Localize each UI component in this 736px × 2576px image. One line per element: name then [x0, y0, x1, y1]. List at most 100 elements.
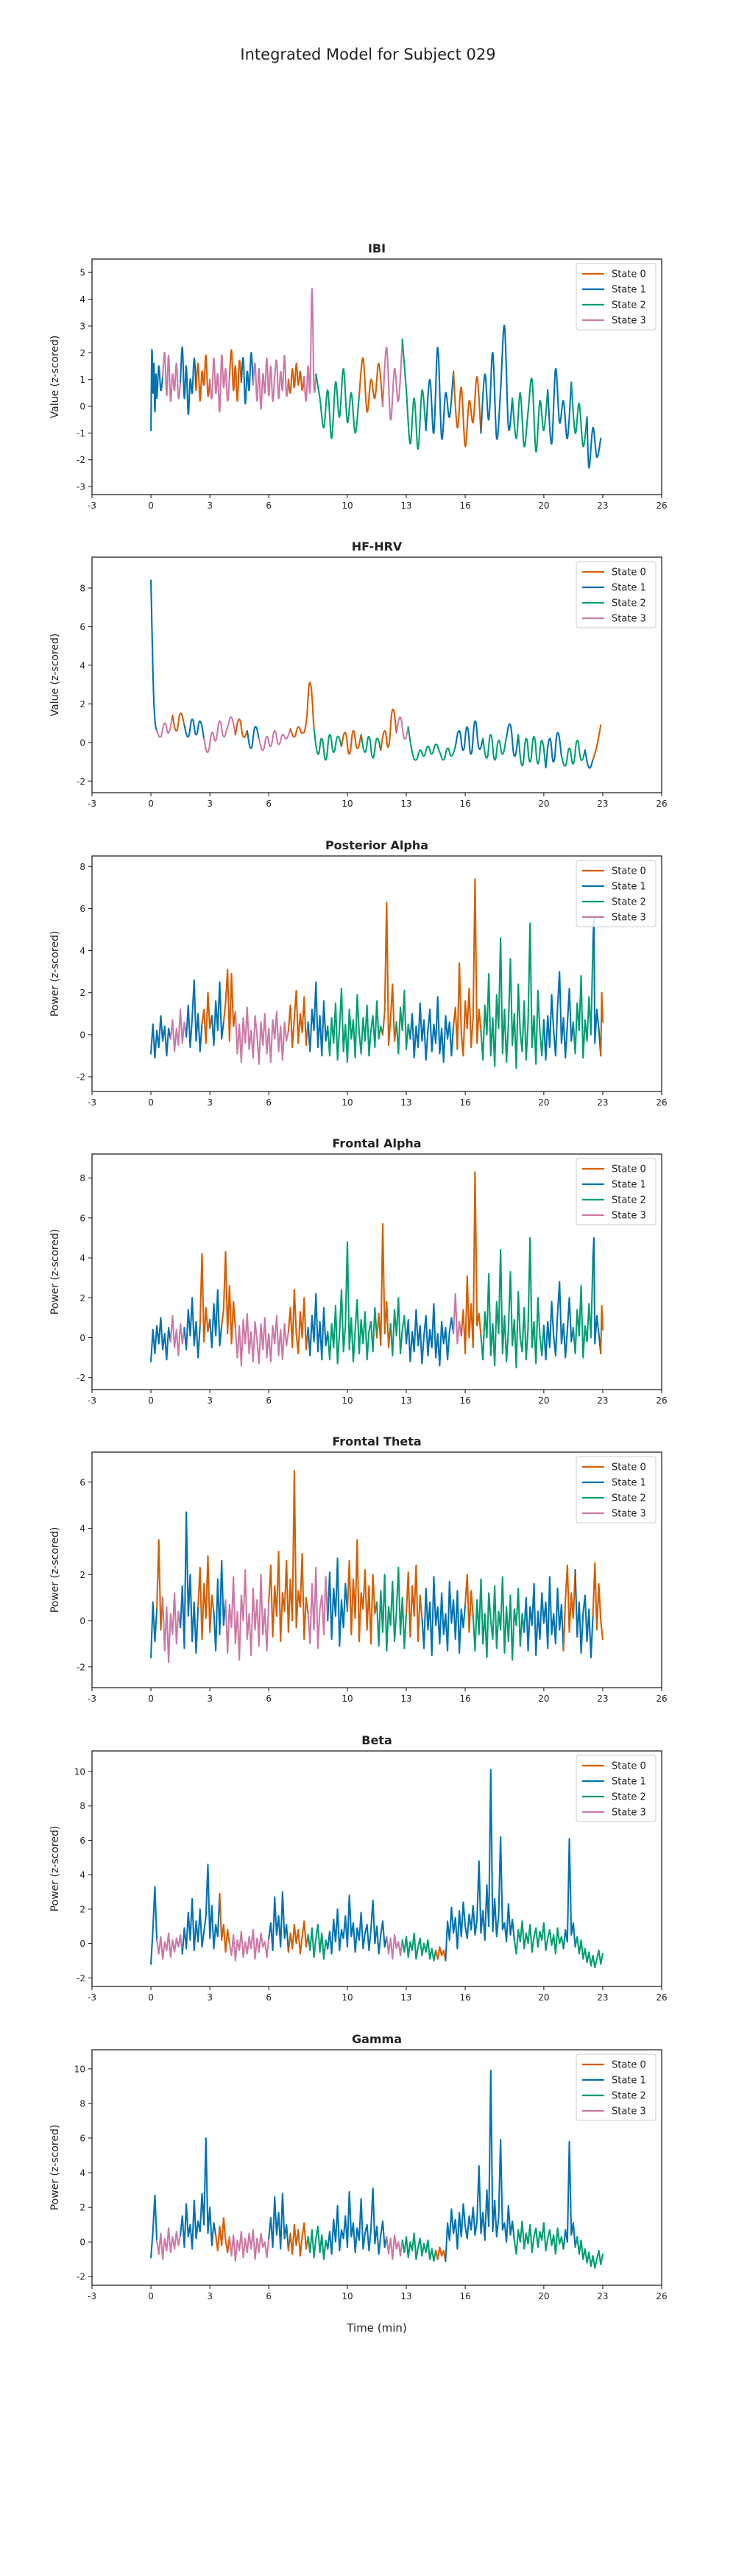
series-line-state-0 [600, 991, 604, 1057]
series-line-state-1 [586, 416, 602, 469]
x-axis-label: Time (min) [347, 2321, 407, 2335]
x-tick-label: 16 [459, 1694, 470, 1704]
series-line-state-0 [453, 370, 482, 447]
legend: State 0 State 1 State 2 State 3 [576, 860, 657, 927]
series-line-state-1 [183, 1297, 201, 1359]
series-line-state-2 [401, 2232, 437, 2262]
legend-box [576, 2053, 657, 2121]
series-line-state-1 [592, 916, 602, 1057]
legend-box [576, 263, 657, 330]
series-line-state-1 [150, 1015, 171, 1059]
series-line-state-1 [183, 718, 205, 740]
series-line-state-3 [228, 1928, 270, 1962]
x-tick-label: 3 [207, 2291, 213, 2301]
series-line-state-0 [375, 1222, 392, 1349]
x-tick-label: 10 [342, 2291, 353, 2301]
series-line-state-1 [180, 1511, 199, 1654]
y-tick-label: 0 [79, 1030, 85, 1040]
x-tick-label: 6 [266, 1694, 272, 1704]
x-tick-label: 10 [342, 1097, 353, 1108]
y-tick-label: 0 [79, 1333, 85, 1343]
x-tick-label: 16 [459, 1395, 470, 1406]
series-line-state-1 [405, 1303, 455, 1367]
series-line-state-1 [480, 325, 514, 440]
series-line-state-0 [340, 730, 362, 755]
y-tick-label: 1 [79, 375, 85, 385]
series-line-state-1 [327, 1557, 349, 1647]
series-line-state-0 [171, 712, 185, 732]
series-line-state-0 [222, 969, 236, 1042]
x-tick-label: 23 [597, 1992, 608, 2003]
series-line-state-2 [307, 1923, 329, 1960]
chart-panel-3: Frontal Alpha Power (z-scored) -3 0 3 6 10 13 16… [49, 1136, 668, 1406]
series-line-state-1 [268, 1891, 289, 1953]
y-tick-label: 6 [79, 904, 85, 914]
series-line-state-1 [584, 749, 594, 769]
y-axis-label: Value (z-scored) [49, 336, 61, 419]
x-tick-label: 20 [538, 1992, 549, 2003]
series-line-state-2 [572, 945, 594, 1059]
x-tick-label: 10 [342, 500, 353, 511]
legend-label: State 1 [612, 1478, 646, 1489]
y-tick-label: -1 [77, 428, 85, 439]
y-axis-label: Power (z-scored) [49, 1527, 61, 1613]
legend-label: State 0 [612, 2060, 646, 2071]
x-tick-label: 0 [148, 2291, 154, 2301]
series-line-state-0 [592, 1562, 604, 1641]
chart-panel-2: Posterior Alpha Power (z-scored) -3 0 3 6 10 13… [49, 838, 668, 1108]
legend-label: State 2 [612, 300, 646, 311]
y-tick-label: 4 [79, 660, 85, 670]
series-line-state-1 [181, 1864, 221, 1955]
x-tick-label: 6 [266, 799, 272, 809]
series-line-state-2 [574, 1936, 604, 1969]
legend-label: State 1 [612, 1777, 646, 1788]
x-tick-label: 10 [342, 1694, 353, 1704]
legend: State 0 State 1 State 2 State 3 [576, 263, 657, 330]
series-line-state-0 [201, 991, 213, 1044]
series-line-state-2 [389, 1297, 408, 1356]
legend-label: State 3 [612, 614, 646, 625]
x-tick-label: 13 [400, 1694, 411, 1704]
x-tick-label: 20 [538, 1694, 549, 1704]
series-line-state-1 [150, 1317, 171, 1363]
series-line-state-3 [156, 2227, 182, 2260]
y-tick-label: -2 [77, 776, 85, 787]
series-line-state-0 [234, 718, 248, 738]
y-tick-label: 3 [79, 321, 85, 331]
series-line-state-1 [542, 1281, 574, 1361]
legend-label: State 3 [612, 1509, 646, 1520]
legend-box [576, 1755, 657, 1822]
series-line-state-1 [445, 2070, 515, 2262]
series-line-state-2 [401, 1932, 437, 1962]
series-line-state-0 [287, 362, 305, 394]
series-line-state-0 [199, 1253, 211, 1342]
series-line-state-1 [240, 352, 254, 405]
series-lines [150, 2070, 604, 2269]
chart-title: HF-HRV [352, 539, 403, 553]
y-tick-label: 4 [79, 1253, 85, 1264]
y-axis-label: Power (z-scored) [49, 1826, 61, 1912]
series-line-state-3 [258, 728, 291, 751]
series-line-state-0 [215, 2217, 230, 2254]
legend-label: State 2 [612, 598, 646, 609]
series-line-state-1 [268, 2193, 289, 2251]
y-tick-label: 2 [79, 1904, 85, 1914]
y-tick-label: 5 [79, 268, 85, 278]
x-tick-label: 26 [656, 1395, 667, 1406]
series-line-state-3 [209, 354, 230, 413]
plot-frame [91, 258, 662, 495]
y-tick-label: -2 [77, 1973, 85, 1984]
series-line-state-1 [327, 1894, 388, 1955]
series-line-state-3 [162, 1592, 182, 1663]
series-lines [150, 579, 602, 769]
series-line-state-3 [169, 1008, 188, 1052]
series-line-state-0 [287, 2222, 309, 2257]
y-axis-label: Value (z-scored) [49, 634, 61, 717]
series-line-state-1 [185, 979, 203, 1052]
series-line-state-0 [600, 1305, 604, 1355]
series-line-state-0 [435, 1946, 447, 1962]
series-line-state-2 [560, 740, 586, 767]
x-tick-label: 13 [400, 1097, 411, 1108]
series-line-state-0 [405, 1564, 423, 1643]
x-tick-label: 0 [148, 1694, 154, 1704]
